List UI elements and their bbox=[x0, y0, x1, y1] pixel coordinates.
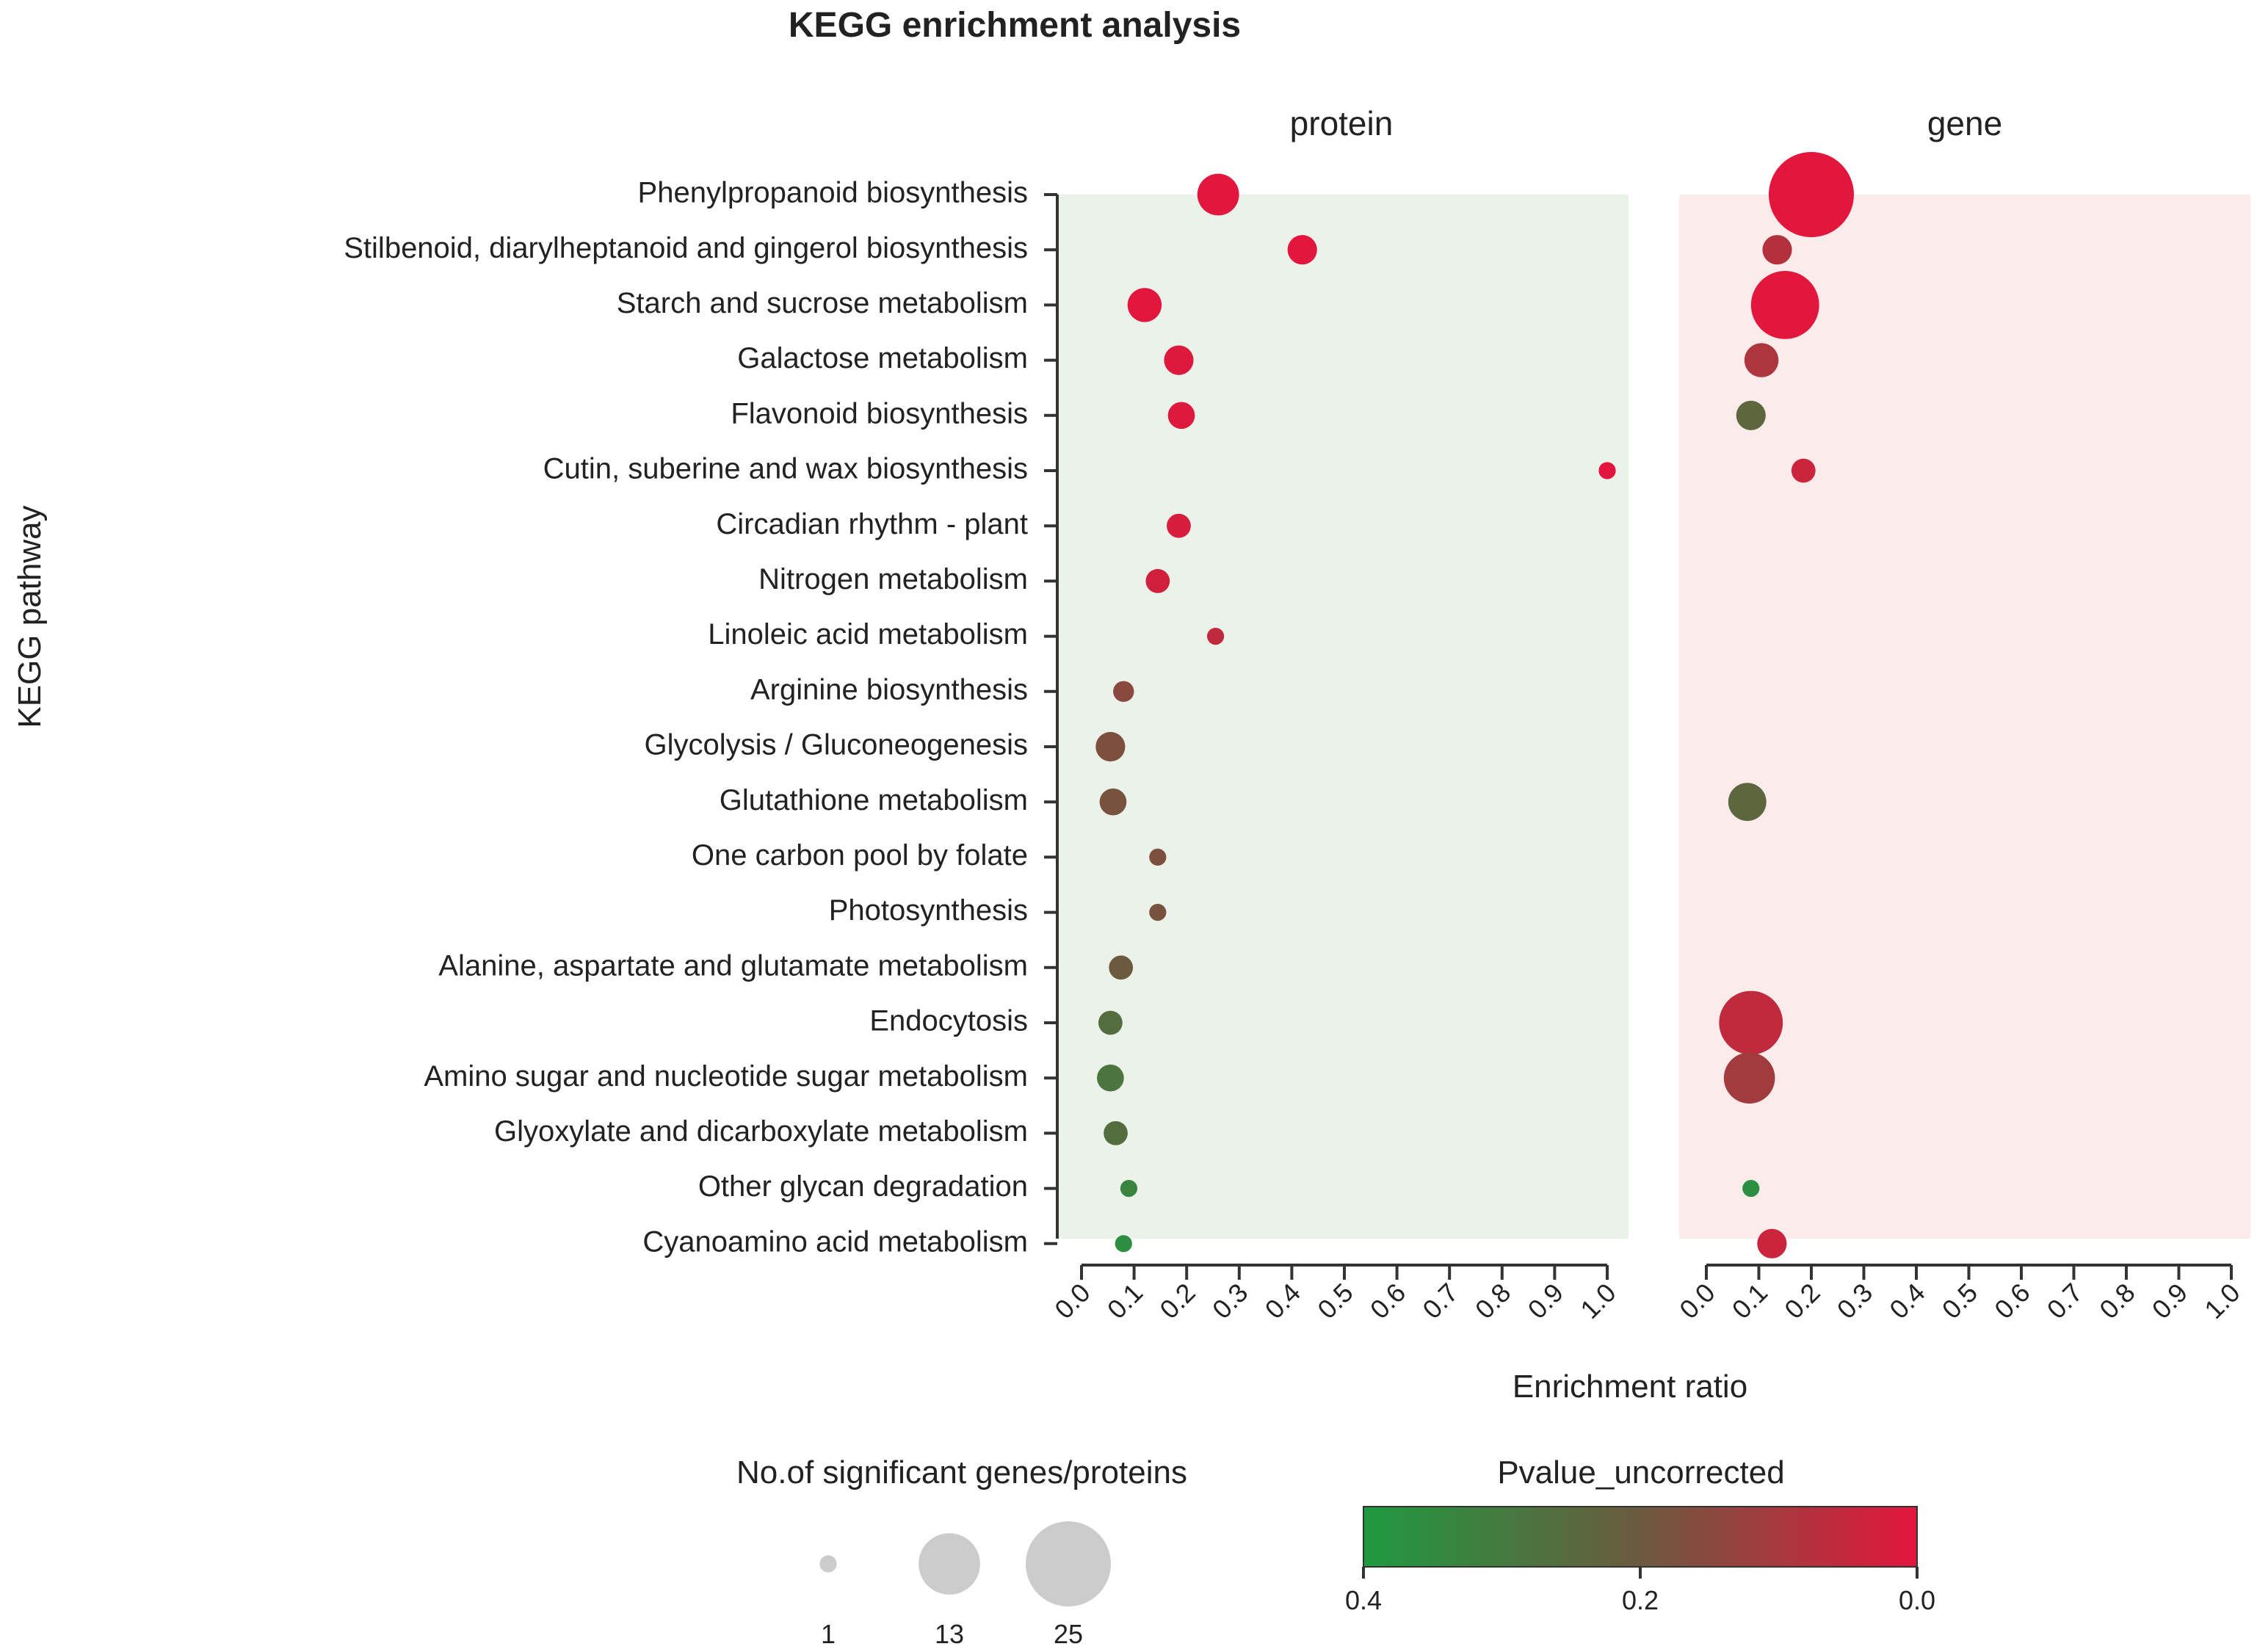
category-label: Glutathione metabolism bbox=[720, 784, 1028, 816]
x-tick-label: 0.3 bbox=[1831, 1278, 1878, 1325]
point-protein bbox=[1104, 1120, 1128, 1145]
point-protein bbox=[1164, 345, 1194, 375]
point-protein bbox=[1113, 681, 1134, 703]
point-gene bbox=[1791, 458, 1816, 483]
category-label: Stilbenoid, diarylheptanoid and gingerol… bbox=[344, 232, 1028, 264]
x-axis-protein: 0.0 0.1 0.2 0.3 0.4 0.5 0.6 0.7 0.8 0.9 1.0 bbox=[1048, 1264, 1622, 1325]
color-legend-label: 0.0 bbox=[1899, 1585, 1935, 1615]
point-protein bbox=[1115, 1235, 1132, 1253]
category-label: Flavonoid biosynthesis bbox=[731, 397, 1028, 430]
x-tick-label: 1.0 bbox=[2198, 1278, 2245, 1325]
point-gene bbox=[1757, 1228, 1787, 1258]
category-label: Cyanoamino acid metabolism bbox=[642, 1225, 1028, 1258]
x-tick-label: 0.5 bbox=[1936, 1278, 1983, 1325]
point-protein bbox=[1149, 848, 1167, 866]
point-protein bbox=[1287, 235, 1317, 265]
point-protein bbox=[1099, 788, 1127, 816]
category-label: Galactose metabolism bbox=[737, 342, 1028, 374]
x-tick-label: 0.6 bbox=[1364, 1278, 1411, 1325]
x-axis-gene: 0.0 0.1 0.2 0.3 0.4 0.5 0.6 0.7 0.8 0.9 1.0 bbox=[1673, 1264, 2246, 1325]
point-gene bbox=[1723, 1052, 1775, 1104]
x-tick-label: 0.4 bbox=[1883, 1278, 1930, 1325]
point-protein bbox=[1109, 955, 1134, 980]
x-tick-label: 0.0 bbox=[1048, 1278, 1095, 1325]
point-gene bbox=[1728, 783, 1767, 822]
point-protein bbox=[1197, 173, 1239, 216]
x-tick-label: 0.2 bbox=[1778, 1278, 1825, 1325]
data-points bbox=[1095, 152, 1854, 1258]
x-tick-label: 0.7 bbox=[1416, 1278, 1463, 1325]
category-label: Phenylpropanoid biosynthesis bbox=[638, 177, 1028, 209]
category-label: Photosynthesis bbox=[829, 894, 1028, 927]
x-tick-label: 0.7 bbox=[2041, 1278, 2088, 1325]
point-protein bbox=[1598, 462, 1616, 479]
x-tick-label: 0.8 bbox=[2093, 1278, 2140, 1325]
point-gene bbox=[1762, 235, 1792, 265]
color-legend-label: 0.2 bbox=[1622, 1585, 1659, 1615]
category-label: Starch and sucrose metabolism bbox=[617, 287, 1028, 319]
category-label: One carbon pool by folate bbox=[692, 839, 1028, 872]
x-tick-label: 0.9 bbox=[1522, 1278, 1569, 1325]
x-tick-label: 0.3 bbox=[1206, 1278, 1253, 1325]
x-tick-label: 0.8 bbox=[1469, 1278, 1516, 1325]
category-label: Linoleic acid metabolism bbox=[708, 618, 1028, 651]
category-label: Arginine biosynthesis bbox=[750, 673, 1028, 706]
y-axis-title: KEGG pathway bbox=[12, 505, 48, 728]
category-label: Circadian rhythm - plant bbox=[716, 508, 1028, 540]
facet-title-gene: gene bbox=[1927, 104, 2002, 142]
point-gene bbox=[1769, 152, 1854, 237]
color-legend-bar bbox=[1363, 1506, 1918, 1568]
category-label: Amino sugar and nucleotide sugar metabol… bbox=[424, 1060, 1028, 1093]
facet-title-protein: protein bbox=[1290, 104, 1394, 142]
point-protein bbox=[1149, 904, 1167, 921]
x-tick-label: 0.0 bbox=[1673, 1278, 1720, 1325]
category-label: Nitrogen metabolism bbox=[758, 563, 1028, 595]
x-tick-label: 0.5 bbox=[1311, 1278, 1358, 1325]
x-tick-label: 1.0 bbox=[1574, 1278, 1621, 1325]
point-gene bbox=[1750, 271, 1819, 339]
color-legend-title: Pvalue_uncorrected bbox=[1497, 1454, 1784, 1490]
x-tick-label: 0.6 bbox=[1988, 1278, 2035, 1325]
color-legend-label: 0.4 bbox=[1345, 1585, 1382, 1615]
category-label: Glycolysis / Gluconeogenesis bbox=[645, 729, 1028, 761]
point-protein bbox=[1167, 513, 1191, 538]
y-axis-ticks bbox=[1044, 193, 1057, 1245]
x-tick-label: 0.2 bbox=[1153, 1278, 1200, 1325]
x-tick-label: 0.1 bbox=[1726, 1278, 1773, 1325]
point-protein bbox=[1095, 731, 1126, 762]
y-axis-category-labels: Phenylpropanoid biosynthesis Stilbenoid, … bbox=[344, 177, 1028, 1258]
chart-title: KEGG enrichment analysis bbox=[789, 6, 1241, 45]
x-axis-title: Enrichment ratio bbox=[1512, 1369, 1747, 1405]
point-gene bbox=[1719, 990, 1783, 1055]
size-legend-circle bbox=[1026, 1521, 1111, 1606]
size-legend-label: 25 bbox=[1054, 1619, 1083, 1649]
size-legend: 1 13 25 bbox=[819, 1521, 1111, 1649]
x-tick-label: 0.9 bbox=[2146, 1278, 2193, 1325]
point-protein bbox=[1145, 568, 1170, 593]
size-legend-title: No.of significant genes/proteins bbox=[736, 1454, 1187, 1490]
panel-background-protein bbox=[1057, 195, 1629, 1239]
x-tick-label: 0.1 bbox=[1101, 1278, 1148, 1325]
point-gene bbox=[1736, 400, 1766, 430]
point-gene bbox=[1744, 343, 1779, 377]
point-gene bbox=[1742, 1180, 1760, 1198]
category-label: Other glycan degradation bbox=[698, 1170, 1028, 1203]
point-protein bbox=[1120, 1180, 1138, 1198]
category-label: Glyoxylate and dicarboxylate metabolism bbox=[494, 1115, 1028, 1148]
category-label: Endocytosis bbox=[869, 1005, 1028, 1037]
point-protein bbox=[1167, 402, 1195, 430]
point-protein bbox=[1097, 1064, 1124, 1092]
point-protein bbox=[1098, 1010, 1123, 1035]
size-legend-circle bbox=[919, 1533, 980, 1595]
x-tick-label: 0.4 bbox=[1259, 1278, 1306, 1325]
point-protein bbox=[1127, 288, 1162, 322]
size-legend-label: 1 bbox=[821, 1619, 836, 1649]
size-legend-label: 13 bbox=[935, 1619, 964, 1649]
color-legend-ticks: 0.4 0.2 0.0 bbox=[1345, 1567, 1935, 1615]
category-label: Alanine, aspartate and glutamate metabol… bbox=[438, 949, 1028, 982]
point-protein bbox=[1206, 628, 1225, 645]
size-legend-circle bbox=[819, 1555, 837, 1573]
category-label: Cutin, suberine and wax biosynthesis bbox=[543, 453, 1028, 485]
